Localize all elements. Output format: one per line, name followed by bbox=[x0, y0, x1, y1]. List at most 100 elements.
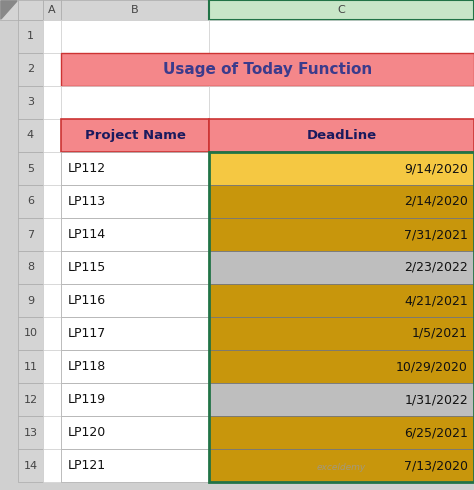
Bar bbox=[61, 86, 209, 119]
Bar bbox=[18, 86, 43, 119]
Text: 6/25/2021: 6/25/2021 bbox=[404, 426, 468, 439]
Bar bbox=[61, 185, 209, 218]
Bar bbox=[61, 251, 209, 284]
Bar bbox=[18, 317, 43, 350]
Text: LP117: LP117 bbox=[68, 327, 106, 340]
Bar bbox=[18, 185, 43, 218]
Bar bbox=[18, 449, 43, 482]
Text: 3: 3 bbox=[27, 98, 34, 107]
Bar bbox=[18, 284, 43, 317]
Text: LP116: LP116 bbox=[68, 294, 106, 307]
Bar bbox=[61, 284, 209, 317]
Text: 5: 5 bbox=[27, 164, 34, 173]
Bar bbox=[43, 251, 61, 284]
Text: 8: 8 bbox=[27, 263, 34, 272]
Bar bbox=[61, 53, 474, 86]
Text: 7/31/2021: 7/31/2021 bbox=[404, 228, 468, 241]
Bar bbox=[43, 152, 61, 185]
Text: 2/23/2022: 2/23/2022 bbox=[404, 261, 468, 274]
Bar bbox=[209, 185, 474, 218]
Bar bbox=[43, 53, 61, 86]
Bar bbox=[209, 20, 474, 53]
Bar bbox=[43, 350, 61, 383]
Bar bbox=[209, 218, 474, 251]
Text: 2: 2 bbox=[27, 65, 34, 74]
Text: 14: 14 bbox=[23, 461, 37, 470]
Text: Project Name: Project Name bbox=[84, 129, 185, 142]
Bar bbox=[43, 383, 61, 416]
Text: LP113: LP113 bbox=[68, 195, 106, 208]
Bar bbox=[209, 0, 474, 20]
Bar bbox=[209, 284, 474, 317]
Text: 7: 7 bbox=[27, 229, 34, 240]
Bar bbox=[43, 284, 61, 317]
Text: A: A bbox=[48, 5, 56, 15]
Polygon shape bbox=[1, 1, 17, 19]
Bar bbox=[18, 20, 43, 53]
Text: 13: 13 bbox=[24, 427, 37, 438]
Text: B: B bbox=[131, 5, 139, 15]
Text: 2/14/2020: 2/14/2020 bbox=[404, 195, 468, 208]
Text: DeadLine: DeadLine bbox=[306, 129, 376, 142]
Bar bbox=[18, 416, 43, 449]
Text: 9/14/2020: 9/14/2020 bbox=[404, 162, 468, 175]
Text: 10: 10 bbox=[24, 328, 37, 339]
Bar bbox=[43, 218, 61, 251]
Bar bbox=[61, 449, 209, 482]
Bar bbox=[18, 251, 43, 284]
Text: LP112: LP112 bbox=[68, 162, 106, 175]
Bar bbox=[61, 317, 209, 350]
Bar bbox=[61, 119, 209, 152]
Bar bbox=[18, 383, 43, 416]
Text: LP118: LP118 bbox=[68, 360, 106, 373]
Text: 9: 9 bbox=[27, 295, 34, 305]
Text: 11: 11 bbox=[24, 362, 37, 371]
Bar bbox=[61, 218, 209, 251]
Text: LP119: LP119 bbox=[68, 393, 106, 406]
Bar bbox=[0, 0, 18, 20]
Text: C: C bbox=[337, 5, 346, 15]
Text: 7/13/2020: 7/13/2020 bbox=[404, 459, 468, 472]
Bar bbox=[18, 119, 43, 152]
Bar bbox=[209, 86, 474, 119]
Text: LP120: LP120 bbox=[68, 426, 106, 439]
Text: LP115: LP115 bbox=[68, 261, 106, 274]
Bar bbox=[43, 416, 61, 449]
Text: exceldemy: exceldemy bbox=[317, 463, 366, 472]
Text: 1/31/2022: 1/31/2022 bbox=[404, 393, 468, 406]
Bar bbox=[209, 317, 474, 350]
Text: 4/21/2021: 4/21/2021 bbox=[404, 294, 468, 307]
Bar bbox=[18, 152, 43, 185]
Bar bbox=[61, 0, 209, 20]
Bar bbox=[18, 350, 43, 383]
Bar bbox=[209, 416, 474, 449]
Bar bbox=[43, 185, 61, 218]
Text: 10/29/2020: 10/29/2020 bbox=[396, 360, 468, 373]
Bar bbox=[18, 218, 43, 251]
Text: 6: 6 bbox=[27, 196, 34, 206]
Text: LP114: LP114 bbox=[68, 228, 106, 241]
Bar bbox=[43, 317, 61, 350]
Bar bbox=[61, 416, 209, 449]
Text: 4: 4 bbox=[27, 130, 34, 141]
Bar bbox=[43, 119, 61, 152]
Bar bbox=[209, 119, 474, 152]
Bar bbox=[209, 350, 474, 383]
Text: 1: 1 bbox=[27, 31, 34, 42]
Bar bbox=[209, 383, 474, 416]
Bar bbox=[18, 53, 43, 86]
Bar bbox=[61, 350, 209, 383]
Bar bbox=[43, 449, 61, 482]
Bar bbox=[43, 86, 61, 119]
Bar bbox=[209, 152, 474, 482]
Bar bbox=[43, 20, 61, 53]
Text: 1/5/2021: 1/5/2021 bbox=[412, 327, 468, 340]
Text: LP121: LP121 bbox=[68, 459, 106, 472]
Text: Usage of Today Function: Usage of Today Function bbox=[163, 62, 372, 77]
Bar bbox=[61, 383, 209, 416]
Bar bbox=[209, 449, 474, 482]
Bar bbox=[209, 251, 474, 284]
Bar bbox=[61, 20, 209, 53]
Bar bbox=[209, 152, 474, 185]
Bar bbox=[18, 0, 43, 20]
